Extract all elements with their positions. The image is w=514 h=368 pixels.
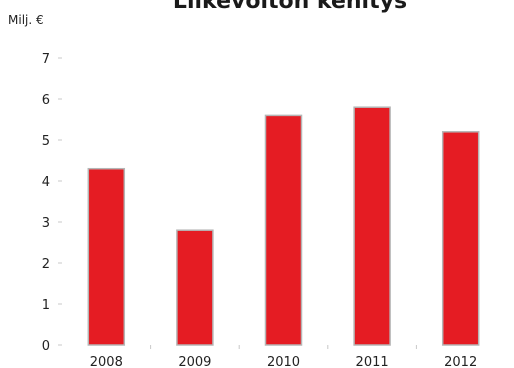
x-tick-label: 2011 — [356, 355, 389, 368]
y-tick-label: 1 — [42, 298, 50, 313]
x-tick-label: 2008 — [90, 355, 123, 368]
x-tick-label: 2009 — [178, 355, 211, 368]
bar-2011 — [353, 106, 391, 346]
y-tick-label: 0 — [42, 339, 50, 354]
y-tick-label: 3 — [42, 216, 50, 231]
y-tick-label: 7 — [42, 52, 50, 67]
chart-title: Liikevoiton kehitys — [173, 0, 407, 14]
x-tick-label: 2010 — [267, 355, 300, 368]
y-axis: 0 1 2 3 4 5 6 7 — [42, 52, 62, 354]
y-tick-label: 6 — [42, 93, 50, 108]
y-tick-label: 2 — [42, 257, 50, 272]
bar-2009 — [176, 229, 214, 346]
bars — [87, 106, 480, 346]
y-tick-label: 4 — [42, 175, 50, 190]
bar-2010 — [264, 114, 303, 346]
y-axis-unit-label: Milj. € — [8, 13, 44, 27]
x-tick-label: 2012 — [444, 355, 477, 368]
y-tick-label: 5 — [42, 134, 50, 149]
x-axis: 2008 2009 2010 2011 2012 — [90, 345, 477, 368]
bar-2012 — [441, 131, 480, 346]
bar-2008 — [87, 167, 126, 346]
